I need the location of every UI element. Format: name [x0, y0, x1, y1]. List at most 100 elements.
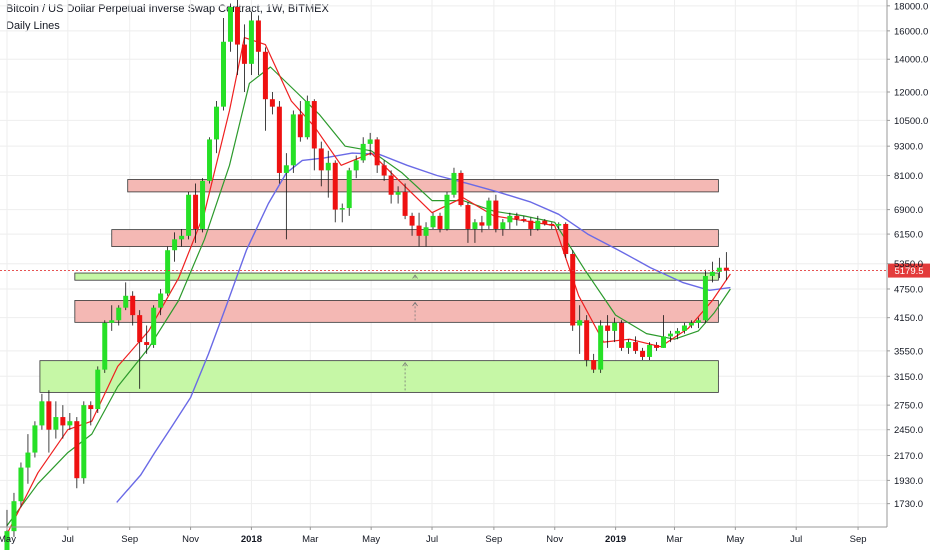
candle	[535, 215, 541, 231]
candle	[688, 320, 694, 329]
candle	[11, 492, 17, 537]
candle-body	[179, 235, 185, 240]
resistance-zone	[74, 300, 719, 323]
candle-body	[584, 320, 590, 361]
candle-body	[325, 162, 331, 171]
x-tick-label: 2019	[605, 534, 626, 545]
candle	[179, 228, 185, 247]
candle	[88, 401, 94, 426]
candle-body	[395, 191, 401, 195]
candle	[102, 320, 108, 373]
y-tick-label: 2170.0	[894, 451, 923, 462]
candle-body	[674, 330, 680, 334]
candle-body	[591, 360, 597, 370]
candle	[493, 194, 499, 233]
candle-body	[416, 225, 422, 236]
candle-body	[227, 7, 233, 42]
y-tick-label: 12000.0	[894, 88, 928, 99]
candle-body	[241, 44, 247, 64]
candle	[165, 246, 171, 296]
candle	[661, 315, 667, 348]
candle	[444, 191, 450, 231]
x-tick-label: Sep	[485, 534, 502, 545]
x-tick-label: 2018	[241, 534, 262, 545]
candle	[123, 282, 129, 311]
candle-body	[640, 350, 646, 357]
candle	[207, 137, 213, 184]
candle-body	[465, 205, 471, 229]
arrow-layer	[402, 274, 418, 391]
y-tick-label: 3150.0	[894, 372, 923, 383]
x-tick-label: Jul	[62, 534, 74, 545]
candle-body	[60, 417, 66, 426]
y-tick-label: 8100.0	[894, 171, 923, 182]
candle-body	[158, 293, 164, 308]
candle	[626, 339, 632, 354]
x-tick-label: Jul	[426, 534, 438, 545]
candle-body	[318, 148, 324, 171]
candle-body	[186, 194, 192, 236]
candle-body	[507, 215, 513, 223]
candle-body	[577, 320, 583, 326]
candle	[318, 141, 324, 187]
candle-body	[681, 325, 687, 331]
candle	[479, 215, 485, 233]
zone-arrow-head	[402, 361, 408, 367]
candle	[667, 330, 673, 343]
candle	[451, 167, 457, 198]
zone-layer	[39, 179, 719, 393]
candle-body	[493, 200, 499, 229]
candle-body	[409, 215, 415, 226]
indicator-lines	[6, 36, 731, 535]
candle	[39, 393, 45, 430]
candle-body	[514, 215, 520, 220]
candle-body	[709, 271, 715, 276]
candle	[109, 305, 115, 331]
candle-body	[220, 41, 226, 107]
candle	[18, 462, 24, 508]
candle-body	[283, 165, 289, 173]
y-tick-label: 16000.0	[894, 26, 928, 37]
candle	[262, 47, 268, 131]
candle	[381, 160, 387, 181]
ema-fast-line	[6, 36, 731, 535]
y-tick-label: 4150.0	[894, 313, 923, 324]
candle	[723, 252, 729, 281]
candle-body	[4, 531, 10, 550]
candle-body	[437, 215, 443, 229]
candles	[4, 0, 729, 550]
candle-body	[46, 401, 52, 430]
candle-body	[423, 227, 429, 236]
current-price-line: 5179.5	[0, 263, 930, 278]
candle	[702, 269, 708, 323]
candle-body	[521, 219, 527, 221]
candle	[158, 288, 164, 316]
candle-body	[39, 401, 45, 426]
candle	[269, 92, 275, 115]
candle	[144, 325, 150, 354]
candle-body	[346, 170, 352, 209]
candle-body	[661, 336, 667, 348]
x-tick-label: Sep	[121, 534, 138, 545]
candle	[220, 17, 226, 111]
y-tick-label: 5350.0	[894, 259, 923, 270]
candle-body	[130, 295, 136, 316]
candle-body	[388, 175, 394, 195]
candle	[234, 0, 240, 75]
candle	[304, 95, 310, 140]
candle	[542, 219, 548, 226]
candle-body	[67, 421, 73, 426]
x-tick-label: Nov	[546, 534, 563, 545]
candle-body	[248, 20, 254, 64]
candle-body	[563, 223, 569, 254]
candle-body	[472, 222, 478, 229]
candle	[241, 24, 247, 93]
resistance-zone	[127, 179, 719, 193]
candle-body	[290, 114, 296, 166]
grid-lines	[0, 0, 887, 527]
candle	[186, 191, 192, 240]
chart-subtitle: Daily Lines	[6, 20, 60, 32]
candle-body	[535, 220, 541, 229]
